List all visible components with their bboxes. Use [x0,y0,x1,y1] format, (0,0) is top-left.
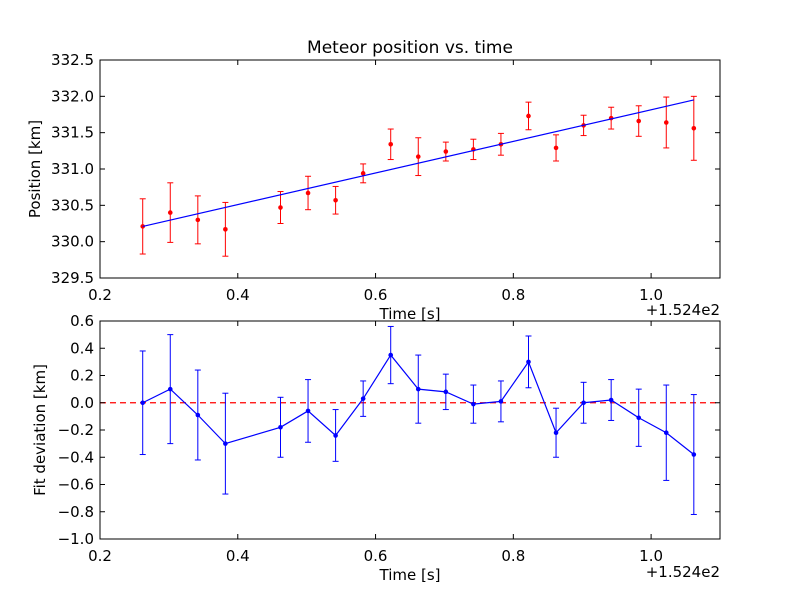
deviation-data-point [581,400,586,406]
deviation-data-point [553,430,559,436]
deviation-y-tick-label: 0.4 [70,339,94,357]
position-data-point [443,149,449,154]
deviation-y-tick-label: −0.4 [58,448,94,466]
deviation-ticks: 0.2 0.4 0.6 0.8 1.0 −1.0 −0.8 −0.6 −0.4 −0.2 0.0 0.… [58,312,720,565]
position-data-point [691,126,697,131]
position-marks [139,95,697,257]
deviation-data-point [388,352,394,358]
chart-title: Meteor position vs. time [307,38,513,58]
deviation-y-tick-label: −0.2 [58,421,94,439]
deviation-series-line [142,354,695,455]
deviation-x-axis-label: Time [s] [379,566,441,584]
position-panel: Meteor position vs. time 0.2 0.4 0.6 0.8 1.0… [26,38,721,323]
position-data-point [526,113,531,119]
deviation-data-point [608,397,614,403]
position-y-axis-label: Position [km] [26,120,44,218]
deviation-y-axis-label: Fit deviation [km] [31,364,49,496]
deviation-x-tick-label: 0.6 [364,547,388,565]
deviation-x-tick-label: 0.4 [226,547,250,565]
deviation-y-tick-label: −1.0 [58,530,94,548]
position-data-point [278,205,283,210]
deviation-data-point [360,396,366,401]
deviation-data-point [526,359,531,365]
position-x-tick-label: 0.8 [501,286,525,304]
deviation-x-tick-label: 1.0 [639,547,663,565]
deviation-marks [100,325,720,515]
deviation-x-offset-label: +1.524e2 [646,563,720,581]
deviation-y-tick-label: −0.8 [58,503,94,521]
position-data-point [360,171,366,176]
position-x-offset-label: +1.524e2 [646,301,720,319]
position-y-tick-label: 329.5 [51,269,94,287]
position-data-point [636,118,642,124]
deviation-x-tick-label: 0.8 [501,547,525,565]
deviation-data-point [471,401,476,407]
deviation-data-point [195,412,201,418]
deviation-data-point [443,389,449,395]
position-data-point [167,210,173,215]
position-x-tick-label: 0.2 [88,286,112,304]
deviation-data-point [333,433,338,438]
deviation-data-point [305,408,311,414]
position-data-point [415,154,421,159]
deviation-x-tick-label: 0.2 [88,547,112,565]
position-data-point [553,145,559,151]
position-data-point [663,120,669,125]
deviation-data-point [223,441,228,446]
position-y-tick-label: 332.0 [51,87,94,105]
position-y-tick-label: 330.0 [51,233,94,251]
deviation-data-point [415,386,421,392]
position-x-axis-label: Time [s] [379,305,441,323]
deviation-y-tick-label: −0.6 [58,476,94,494]
deviation-y-tick-label: 0.6 [70,312,94,330]
position-y-tick-label: 331.5 [51,124,94,142]
deviation-y-tick-label: 0.2 [70,367,94,385]
deviation-data-point [140,400,146,406]
deviation-data-point [278,424,283,430]
position-y-tick-label: 330.5 [51,196,94,214]
position-data-point [223,227,228,232]
deviation-data-point [663,430,669,436]
deviation-y-tick-label: 0.0 [70,394,94,412]
deviation-data-point [691,452,697,457]
position-data-point [305,190,311,196]
position-y-tick-label: 332.5 [51,51,94,69]
position-x-tick-label: 0.4 [226,286,250,304]
position-data-point [333,197,338,203]
position-ticks: 0.2 0.4 0.6 0.8 1.0 329.5 330.0 330.5 331.0 331.5… [51,51,720,304]
position-data-point [195,217,201,223]
deviation-data-point [636,415,642,421]
position-y-tick-label: 331.0 [51,160,94,178]
deviation-data-point [498,399,504,404]
position-x-tick-label: 1.0 [639,286,663,304]
deviation-panel: 0.2 0.4 0.6 0.8 1.0 −1.0 −0.8 −0.6 −0.4 −0.2 0.0 0.… [31,312,721,584]
position-x-tick-label: 0.6 [364,286,388,304]
position-data-point [388,141,394,147]
deviation-data-point [167,386,173,392]
linear-fit-line [142,99,694,227]
